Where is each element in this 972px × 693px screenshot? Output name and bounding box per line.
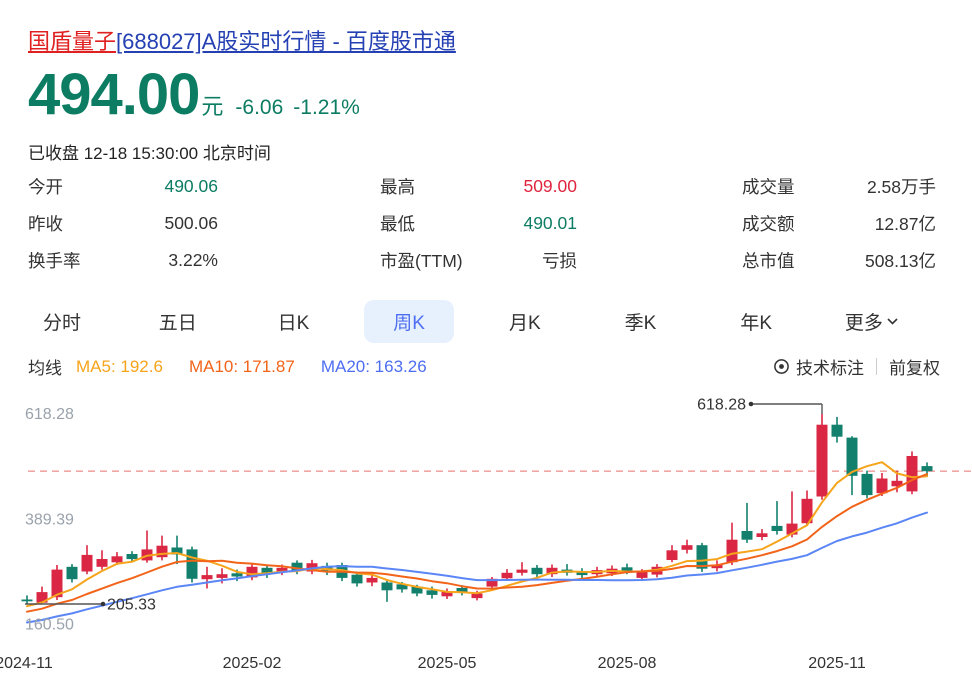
kline-chart-svg: 618.28 389.39 160.50 2024-11 2025-02 2025-05 2… [0,397,972,672]
stat-high: 最高 509.00 [380,176,577,197]
eye-icon [773,358,790,375]
svg-text:2025-11: 2025-11 [808,655,866,672]
tab-weekly-k[interactable]: 周K [364,299,455,343]
price-row: 494.00 元 -6.06 -1.21% [28,66,360,124]
stat-open: 今开 490.06 [28,176,218,197]
chart-toolbar: 技术标注 前复权 [773,354,940,379]
ma5-legend: MA5: 192.6 [76,356,163,376]
price-unit: 元 [201,94,224,119]
tab-yearly-k[interactable]: 年K [740,312,773,334]
stat-market-cap: 总市值 508.13亿 [742,251,936,271]
tab-monthly-k[interactable]: 月K [508,312,541,334]
chevron-down-icon [886,316,899,326]
page-title-rest: [688027]A股实时行情 - 百度股市通 [116,29,456,54]
tab-daily-k[interactable]: 日K [277,312,310,334]
stat-pe-ttm: 市盈(TTM) 亏损 [380,251,577,271]
svg-text:2025-02: 2025-02 [223,655,282,672]
svg-text:2025-05: 2025-05 [418,655,477,672]
market-status: 已收盘 12-18 15:30:00 北京时间 [28,144,271,163]
stats-column-3: 成交量 2.58万手 成交额 12.87亿 总市值 508.13亿 [742,168,936,279]
svg-text:2025-08: 2025-08 [598,655,657,672]
stat-turnover-rate: 换手率 3.22% [28,250,218,271]
svg-text:618.28: 618.28 [25,406,74,423]
tab-5day[interactable]: 五日 [158,312,197,334]
tech-annotation-toggle[interactable]: 技术标注 [773,354,864,379]
stats-column-2: 最高 509.00 最低 490.01 市盈(TTM) 亏损 [380,168,577,279]
stat-volume: 成交量 2.58万手 [742,177,936,197]
price-change: -6.06 [235,96,284,119]
tab-quarterly-k[interactable]: 季K [624,312,657,334]
ma20-legend: MA20: 163.26 [320,356,427,376]
svg-text:205.33: 205.33 [107,597,156,614]
stat-amount: 成交额 12.87亿 [742,214,936,234]
stats-column-1: 今开 490.06 昨收 500.06 换手率 3.22% [28,168,218,279]
toolbar-divider [876,358,877,375]
page-title-link[interactable]: 国盾量子[688027]A股实时行情 - 百度股市通 [28,24,456,56]
price-change-percent: -1.21% [293,96,360,119]
svg-text:389.39: 389.39 [25,511,74,528]
current-price: 494.00 [28,62,200,127]
stock-name: 国盾量子 [28,29,117,54]
svg-text:160.50: 160.50 [25,617,74,634]
ma10-legend: MA10: 171.87 [188,356,295,376]
ma-legend-row: 均线 MA5: 192.6 MA10: 171.87 MA20: 163.26 … [28,354,940,379]
tab-more[interactable]: 更多 [827,300,917,343]
ma-title: 均线 [28,359,62,378]
stat-prev-close: 昨收 500.06 [28,213,218,234]
svg-text:2024-11: 2024-11 [0,655,53,672]
stats-grid: 今开 490.06 昨收 500.06 换手率 3.22% 最高 509.00 最低 49… [0,168,972,279]
kline-chart[interactable]: 618.28 389.39 160.50 2024-11 2025-02 2025-05 2… [0,385,972,693]
svg-text:618.28: 618.28 [697,397,746,414]
adjust-mode-button[interactable]: 前复权 [889,359,940,378]
tab-minute[interactable]: 分时 [42,312,81,334]
period-tabs: 分时 五日 日K 周K 月K 季K 年K 更多 [17,299,917,343]
stat-low: 最低 490.01 [380,213,577,234]
